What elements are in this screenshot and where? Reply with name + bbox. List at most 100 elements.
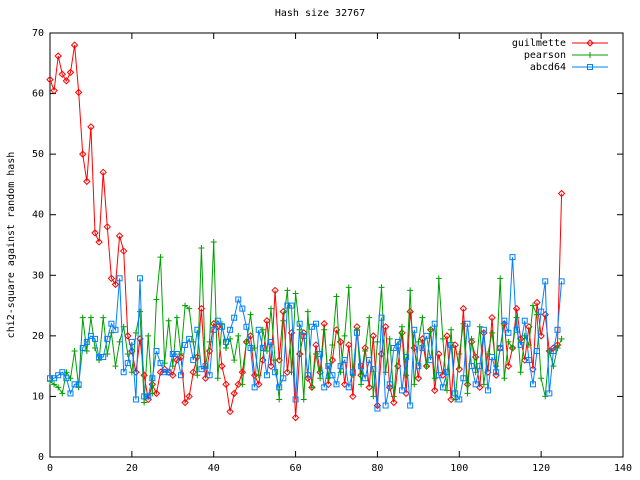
point bbox=[67, 390, 74, 397]
point bbox=[337, 369, 344, 376]
point bbox=[534, 348, 541, 354]
point bbox=[538, 308, 545, 315]
point bbox=[353, 329, 360, 336]
point bbox=[419, 314, 426, 321]
y-tick-label: 70 bbox=[32, 28, 44, 39]
point bbox=[292, 396, 299, 403]
point bbox=[513, 314, 520, 321]
point bbox=[276, 396, 283, 403]
point bbox=[55, 372, 62, 379]
point bbox=[280, 375, 287, 382]
point bbox=[431, 386, 439, 395]
point bbox=[390, 398, 398, 407]
point bbox=[374, 405, 381, 412]
point bbox=[169, 351, 176, 358]
point bbox=[66, 68, 75, 77]
point bbox=[304, 372, 311, 379]
point bbox=[231, 357, 238, 364]
point bbox=[235, 296, 242, 303]
point bbox=[92, 335, 99, 342]
point bbox=[337, 363, 344, 370]
point bbox=[345, 284, 352, 291]
point bbox=[104, 335, 111, 342]
point bbox=[464, 390, 471, 397]
point bbox=[366, 357, 373, 364]
point bbox=[468, 335, 475, 342]
point bbox=[378, 314, 385, 321]
point bbox=[374, 338, 381, 345]
point bbox=[349, 369, 356, 376]
point bbox=[472, 369, 479, 376]
point bbox=[227, 335, 234, 342]
x-tick-label: 20 bbox=[126, 463, 138, 474]
point bbox=[300, 332, 307, 339]
point bbox=[247, 344, 254, 351]
point bbox=[189, 368, 197, 376]
y-tick-label: 20 bbox=[32, 331, 44, 342]
point bbox=[238, 368, 247, 376]
x-tick-label: 100 bbox=[450, 463, 468, 474]
y-tick-label: 30 bbox=[32, 270, 44, 281]
point bbox=[546, 390, 553, 397]
point bbox=[194, 372, 201, 379]
point bbox=[263, 348, 270, 354]
point bbox=[210, 326, 217, 333]
point bbox=[509, 254, 516, 261]
point bbox=[403, 354, 410, 361]
point bbox=[353, 326, 360, 333]
point bbox=[120, 369, 127, 376]
point bbox=[71, 348, 78, 354]
point bbox=[50, 86, 58, 95]
point bbox=[239, 381, 246, 388]
point bbox=[459, 304, 468, 313]
legend-label: abcd64 bbox=[530, 62, 566, 73]
point bbox=[230, 389, 238, 398]
point bbox=[108, 320, 115, 327]
point bbox=[447, 395, 455, 404]
point bbox=[59, 369, 66, 376]
point bbox=[79, 314, 86, 321]
point bbox=[227, 326, 234, 333]
point bbox=[369, 332, 378, 340]
point bbox=[218, 323, 225, 330]
point bbox=[435, 372, 442, 379]
point bbox=[554, 344, 561, 351]
legend-marker bbox=[586, 39, 594, 47]
point bbox=[83, 338, 90, 345]
point bbox=[362, 348, 369, 354]
point bbox=[468, 363, 475, 370]
point bbox=[255, 326, 262, 333]
point bbox=[423, 332, 430, 339]
point bbox=[525, 357, 532, 364]
point bbox=[145, 393, 152, 400]
point bbox=[414, 374, 423, 382]
point bbox=[497, 275, 504, 282]
point bbox=[103, 223, 112, 231]
point bbox=[46, 75, 54, 84]
point bbox=[366, 314, 373, 321]
point bbox=[493, 369, 500, 376]
point bbox=[87, 314, 94, 321]
point bbox=[529, 381, 536, 388]
point bbox=[504, 362, 513, 370]
point bbox=[284, 302, 291, 309]
point bbox=[267, 362, 275, 370]
point bbox=[542, 278, 549, 285]
point bbox=[263, 372, 270, 379]
point bbox=[341, 357, 348, 364]
point bbox=[288, 369, 295, 376]
point bbox=[422, 362, 431, 370]
point bbox=[79, 150, 87, 158]
point bbox=[488, 313, 496, 322]
point bbox=[349, 392, 357, 401]
point bbox=[542, 393, 549, 400]
point bbox=[279, 307, 288, 316]
point bbox=[324, 380, 333, 389]
point bbox=[214, 375, 221, 382]
point bbox=[243, 323, 250, 330]
point bbox=[280, 317, 287, 324]
point bbox=[362, 375, 369, 382]
point bbox=[312, 341, 320, 349]
point bbox=[484, 387, 491, 394]
point bbox=[202, 363, 209, 370]
